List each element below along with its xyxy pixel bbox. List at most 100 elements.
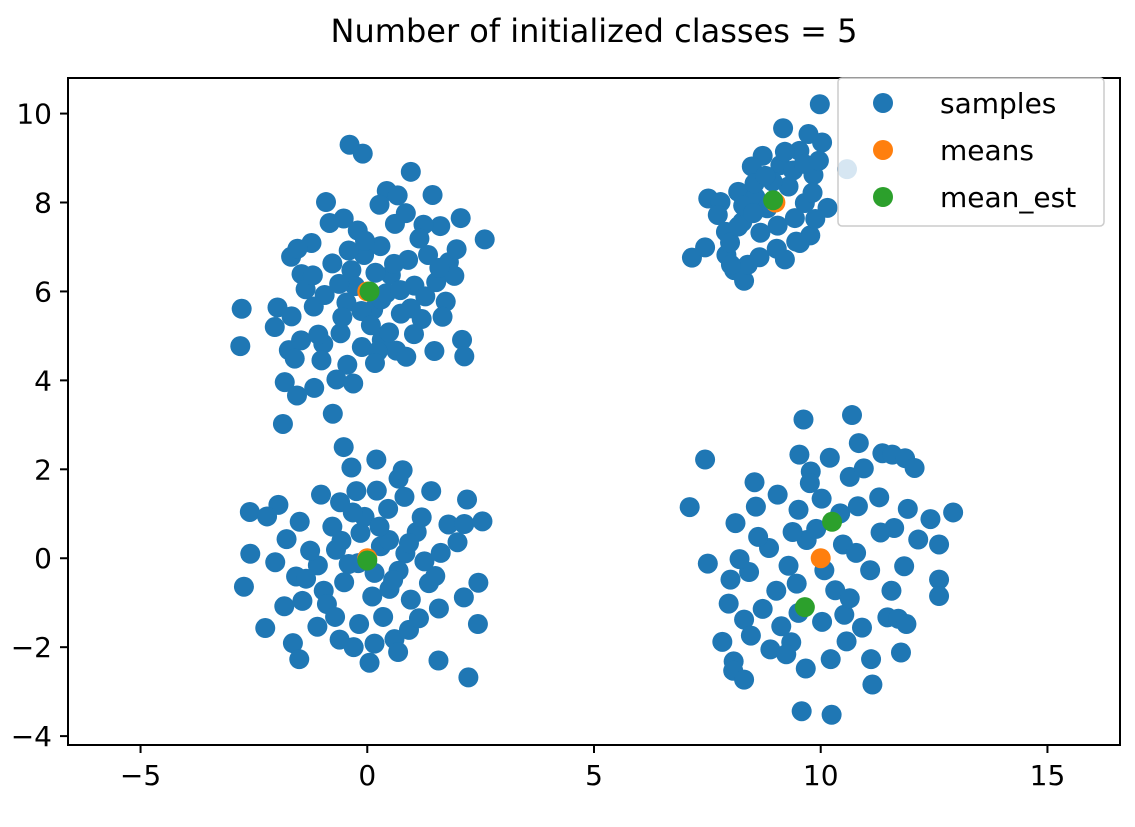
scatter-point-samples-120 [292,590,313,611]
scatter-point-samples-35 [231,298,252,319]
scatter-point-samples-244 [869,487,890,508]
scatter-point-samples-241 [811,488,832,509]
scatter-point-samples-161 [411,507,432,528]
scatter-point-samples-88 [308,324,329,345]
scatter-point-samples-291 [870,522,891,543]
scatter-point-samples-13 [450,208,471,229]
scatter-point-samples-123 [362,586,383,607]
scatter-point-samples-169 [383,570,404,591]
scatter-point-samples-187 [707,204,728,225]
scatter-point-samples-297 [729,549,750,570]
scatter-point-samples-198 [734,270,755,291]
scatter-point-samples-56 [230,336,251,357]
legend-marker-means [873,140,893,160]
scatter-point-samples-22 [370,236,391,257]
scatter-point-samples-94 [289,511,310,532]
legend-marker-mean-est [873,187,893,207]
scatter-point-samples-270 [712,631,733,652]
scatter-point-samples-259 [718,593,739,614]
scatter-point-samples-184 [778,176,799,197]
scatter-point-samples-77 [415,286,436,307]
scatter-point-samples-48 [330,323,351,344]
scatter-point-samples-63 [274,372,295,393]
scatter-point-samples-255 [860,560,881,581]
scatter-point-samples-293 [786,573,807,594]
scatter-point-samples-236 [679,497,700,518]
scatter-point-samples-1 [352,143,373,164]
scatter-point-samples-208 [802,182,823,203]
scatter-point-samples-62 [396,346,417,367]
scatter-point-samples-233 [897,498,918,519]
scatter-point-samples-97 [346,481,367,502]
scatter-point-samples-55 [454,346,475,367]
scatter-point-samples-143 [359,652,380,673]
scatter-point-samples-74 [351,301,372,322]
scatter-point-samples-260 [734,609,755,630]
scatter-point-samples-118 [255,618,276,639]
scatter-point-samples-102 [457,489,478,510]
scatter-point-samples-217 [755,165,776,186]
scatter-point-samples-132 [307,616,328,637]
scatter-point-samples-119 [274,596,295,617]
chart-title: Number of initialized classes = 5 [331,12,858,50]
scatter-point-samples-158 [300,540,321,561]
scatter-point-samples-142 [467,614,488,635]
legend-label-means: means [940,134,1034,167]
scatter-point-samples-60 [337,354,358,375]
scatter-point-samples-149 [378,498,399,519]
scatter-point-samples-165 [325,606,346,627]
scatter-point-samples-45 [432,306,453,327]
scatter-point-samples-277 [836,631,857,652]
scatter-point-samples-299 [776,644,797,665]
scatter-point-samples-14 [474,229,495,250]
scatter-point-samples-225 [789,444,810,465]
scatter-point-samples-3 [387,185,408,206]
y-tick-label: 10 [16,98,52,131]
scatter-point-samples-221 [793,409,814,430]
scatter-point-samples-159 [373,606,394,627]
scatter-point-samples-163 [296,568,317,589]
scatter-point-samples-5 [422,184,443,205]
scatter-point-samples-295 [881,580,902,601]
scatter-point-samples-20 [322,253,343,274]
scatter-point-samples-201 [774,249,795,270]
scatter-point-samples-269 [896,614,917,635]
scatter-point-samples-273 [760,639,781,660]
scatter-point-samples-85 [379,322,400,343]
scatter-point-samples-262 [771,616,792,637]
scatter-point-samples-248 [697,553,718,574]
scatter-point-samples-25 [446,239,467,260]
scatter-point-samples-283 [791,701,812,722]
scatter-point-samples-95 [311,484,332,505]
y-tick-label: 8 [34,187,52,220]
scatter-point-samples-58 [284,348,305,369]
scatter-point-samples-150 [350,522,371,543]
legend-label-samples: samples [940,87,1056,120]
scatter-point-mean-est-2 [763,190,784,211]
scatter-point-samples-67 [343,373,364,394]
scatter-point-samples-288 [846,542,867,563]
scatter-point-samples-101 [421,481,442,502]
scatter-point-samples-73 [365,262,386,283]
scatter-point-samples-141 [458,667,479,688]
scatter-point-samples-294 [839,588,860,609]
x-tick-label: 0 [358,759,376,792]
scatter-point-samples-212 [774,141,795,162]
scatter-point-samples-82 [409,228,430,249]
scatter-point-samples-272 [740,625,761,646]
scatter-point-samples-29 [341,260,362,281]
scatter-point-samples-298 [853,458,874,479]
scatter-point-samples-279 [890,642,911,663]
scatter-point-samples-75 [390,280,411,301]
scatter-point-samples-282 [862,674,883,695]
scatter-point-samples-69 [272,413,293,434]
y-tick-label: 2 [34,453,52,486]
plot-frame [67,77,1121,746]
x-tick-label: −5 [120,759,161,792]
scatter-point-samples-210 [720,232,741,253]
scatter-point-samples-87 [429,257,450,278]
scatter-point-samples-265 [834,604,855,625]
scatter-point-samples-145 [333,437,354,458]
scatter-point-samples-154 [338,554,359,575]
